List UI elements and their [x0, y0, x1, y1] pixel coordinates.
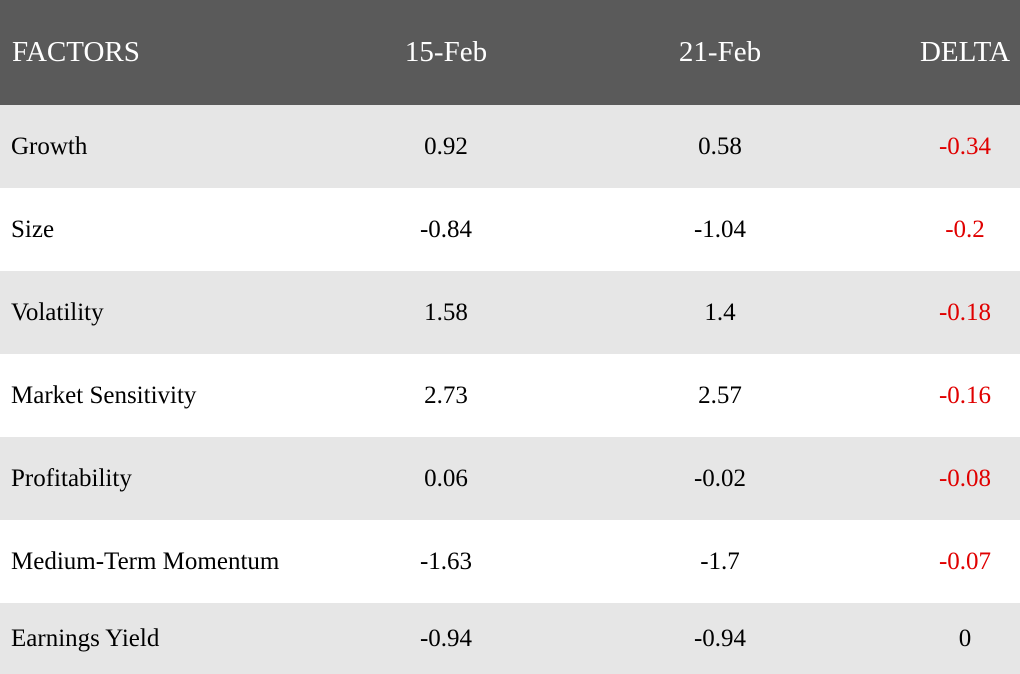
- table-row: Growth 0.92 0.58 -0.34: [0, 105, 1020, 188]
- delta-value: -0.08: [938, 464, 992, 492]
- delta-value: -0.16: [938, 381, 992, 409]
- value-21-feb: 0.58: [698, 132, 742, 160]
- value-21-feb: -0.94: [693, 624, 747, 652]
- delta-value: -0.34: [938, 132, 992, 160]
- value-15-feb: 0.06: [424, 464, 468, 492]
- value-21-feb: 2.57: [698, 381, 742, 409]
- table-row: Volatility 1.58 1.4 -0.18: [0, 271, 1020, 354]
- factor-name: Size: [11, 215, 55, 243]
- factor-name: Growth: [11, 132, 88, 160]
- value-15-feb: -0.84: [419, 215, 473, 243]
- factor-name: Volatility: [11, 298, 104, 326]
- value-21-feb: -0.02: [693, 464, 747, 492]
- delta-value: 0: [958, 624, 972, 652]
- value-15-feb: -0.94: [419, 624, 473, 652]
- table-row: Earnings Yield -0.94 -0.94 0: [0, 603, 1020, 674]
- value-15-feb: 1.58: [424, 298, 468, 326]
- value-15-feb: -1.63: [419, 547, 473, 575]
- value-15-feb: 0.92: [424, 132, 468, 160]
- factor-name: Market Sensitivity: [11, 381, 197, 409]
- value-21-feb: -1.7: [700, 547, 740, 575]
- factor-name: Medium-Term Momentum: [11, 547, 280, 575]
- value-21-feb: 1.4: [704, 298, 736, 326]
- header-delta: DELTA: [919, 36, 1011, 68]
- header-date-2: 21-Feb: [678, 36, 762, 68]
- header-date-1: 15-Feb: [404, 36, 488, 68]
- value-21-feb: -1.04: [693, 215, 747, 243]
- table-row: Size -0.84 -1.04 -0.2: [0, 188, 1020, 271]
- delta-value: -0.2: [945, 215, 985, 243]
- factor-name: Earnings Yield: [11, 624, 160, 652]
- value-15-feb: 2.73: [424, 381, 468, 409]
- header-factors: FACTORS: [12, 36, 140, 68]
- table-row: Medium-Term Momentum -1.63 -1.7 -0.07: [0, 520, 1020, 603]
- table-row: Profitability 0.06 -0.02 -0.08: [0, 437, 1020, 520]
- delta-value: -0.07: [938, 547, 992, 575]
- factor-name: Profitability: [11, 464, 132, 492]
- table-header: FACTORS 15-Feb 21-Feb DELTA: [0, 0, 1020, 105]
- table-row: Market Sensitivity 2.73 2.57 -0.16: [0, 354, 1020, 437]
- delta-value: -0.18: [938, 298, 992, 326]
